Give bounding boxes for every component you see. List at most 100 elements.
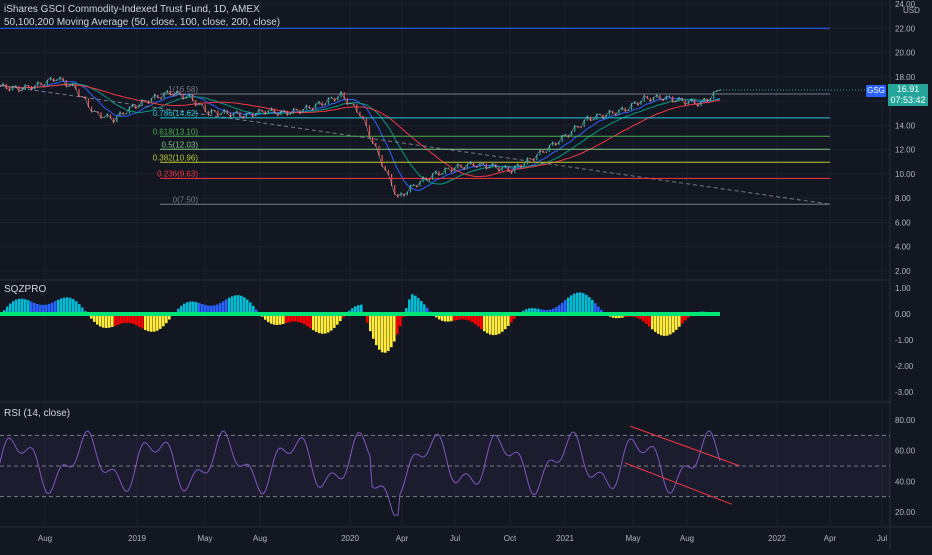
sqzpro-histogram bbox=[0, 292, 720, 352]
sqz-bar bbox=[651, 314, 654, 329]
sqz-bar bbox=[387, 314, 390, 351]
sqz-bar bbox=[312, 314, 315, 330]
sqz-bar bbox=[21, 299, 24, 314]
sqz-bar bbox=[567, 298, 570, 314]
ma-100-line bbox=[0, 84, 720, 184]
sqz-bar bbox=[411, 294, 414, 314]
sqz-bar bbox=[408, 299, 411, 314]
sqz-bar bbox=[18, 299, 21, 314]
sqz-bar bbox=[60, 298, 63, 314]
indicator-legend[interactable]: 50,100,200 Moving Average (50, close, 10… bbox=[4, 17, 280, 28]
sqz-bar bbox=[105, 314, 108, 328]
sqz-bar bbox=[72, 299, 75, 314]
last-price-value: 16.91 bbox=[888, 84, 928, 95]
sqz-bar bbox=[573, 294, 576, 314]
fib-level-label: 0.236(9.63) bbox=[157, 169, 198, 178]
price-tick-label: 6.00 bbox=[895, 218, 911, 227]
sqz-bar bbox=[582, 293, 585, 314]
sqz-bar bbox=[576, 293, 579, 314]
price-tick-label: 22.00 bbox=[895, 24, 916, 33]
sqz-bar bbox=[159, 314, 162, 329]
sqz-bar bbox=[240, 296, 243, 314]
sqz-tick-label: -3.00 bbox=[895, 388, 914, 397]
sqz-tick-label: 1.00 bbox=[895, 284, 911, 293]
sqz-bar bbox=[672, 314, 675, 332]
sqz-bar bbox=[309, 314, 312, 328]
sqz-tick-label: -1.00 bbox=[895, 336, 914, 345]
sqz-tick-label: -2.00 bbox=[895, 362, 914, 371]
sqz-bar bbox=[141, 314, 144, 329]
price-tick-label: 2.00 bbox=[895, 267, 911, 276]
sqz-bar bbox=[378, 314, 381, 350]
sqz-bar bbox=[588, 297, 591, 314]
sqz-bar bbox=[243, 297, 246, 314]
sqz-bar bbox=[15, 300, 18, 314]
sqz-bar bbox=[591, 300, 594, 314]
price-series bbox=[0, 77, 890, 198]
currency-label: USD bbox=[903, 6, 920, 15]
price-tick-label: 12.00 bbox=[895, 146, 916, 155]
rsi-pane bbox=[0, 426, 890, 515]
sqz-bar bbox=[657, 314, 660, 334]
time-tick-label: 2020 bbox=[341, 534, 359, 543]
sqz-bar bbox=[102, 314, 105, 328]
sqz-bar bbox=[321, 314, 324, 334]
sqz-bar bbox=[27, 300, 30, 314]
sqz-bar bbox=[483, 314, 486, 331]
rsi-title[interactable]: RSI (14, close) bbox=[4, 408, 70, 419]
sqz-bar bbox=[225, 300, 228, 314]
symbol-badge[interactable]: GSG bbox=[866, 85, 886, 97]
sqz-bar bbox=[153, 314, 156, 332]
sqz-bar bbox=[330, 314, 333, 331]
time-tick-label: 2021 bbox=[556, 534, 574, 543]
bar-countdown: 07:53:42 bbox=[888, 95, 928, 106]
fib-level-label: 0.618(13.10) bbox=[153, 127, 199, 136]
sqz-bar bbox=[66, 297, 69, 314]
time-tick-label: Jul bbox=[877, 534, 887, 543]
sqz-bar bbox=[234, 295, 237, 314]
sqz-bar bbox=[108, 314, 111, 328]
sqz-bar bbox=[147, 314, 150, 331]
price-tick-label: 18.00 bbox=[895, 73, 916, 82]
time-tick-label: 2022 bbox=[768, 534, 786, 543]
sqz-bar bbox=[324, 314, 327, 334]
last-price-box: 16.91 07:53:42 bbox=[888, 84, 928, 106]
sqz-bar bbox=[492, 314, 495, 335]
sqz-bar bbox=[417, 298, 420, 314]
fib-level-label: 0.786(14.62) bbox=[153, 109, 199, 118]
time-tick-label: Apr bbox=[824, 534, 837, 543]
rsi-tick-label: 80.00 bbox=[895, 416, 916, 425]
sqz-bar bbox=[498, 314, 501, 334]
sqz-bar bbox=[396, 314, 399, 334]
sqz-bar bbox=[480, 314, 483, 329]
sqz-bar bbox=[315, 314, 318, 332]
sqz-bar bbox=[327, 314, 330, 332]
sqz-tick-label: 0.00 bbox=[895, 310, 911, 319]
sqz-bar bbox=[375, 314, 378, 345]
time-tick-label: May bbox=[197, 534, 212, 543]
time-tick-label: Oct bbox=[504, 534, 517, 543]
sqzpro-title[interactable]: SQZPRO bbox=[4, 284, 46, 295]
sqz-bar bbox=[69, 298, 72, 314]
sqz-bar bbox=[666, 314, 669, 336]
sqz-bar bbox=[564, 300, 567, 314]
fibonacci-retracement[interactable]: 1(16.58)0.786(14.62)0.618(13.10)0.5(12.0… bbox=[153, 85, 830, 204]
chart-title[interactable]: iShares GSCI Commodity-Indexed Trust Fun… bbox=[4, 4, 260, 15]
price-tick-label: 14.00 bbox=[895, 121, 916, 130]
time-tick-label: Jul bbox=[450, 534, 460, 543]
sqz-bar bbox=[486, 314, 489, 333]
fib-level-label: 0.382(10.96) bbox=[153, 153, 199, 162]
price-tick-label: 20.00 bbox=[895, 49, 916, 58]
sqz-bar bbox=[333, 314, 336, 328]
sqz-bar bbox=[390, 314, 393, 347]
sqz-bar bbox=[501, 314, 504, 332]
sqz-bar bbox=[393, 314, 396, 342]
time-tick-label: Apr bbox=[396, 534, 409, 543]
sqz-bar bbox=[675, 314, 678, 330]
sqz-bar bbox=[384, 314, 387, 353]
price-tick-label: 10.00 bbox=[895, 170, 916, 179]
sqz-zero-dots bbox=[0, 312, 720, 316]
sqz-bar bbox=[570, 295, 573, 314]
sqz-bar bbox=[63, 298, 66, 314]
